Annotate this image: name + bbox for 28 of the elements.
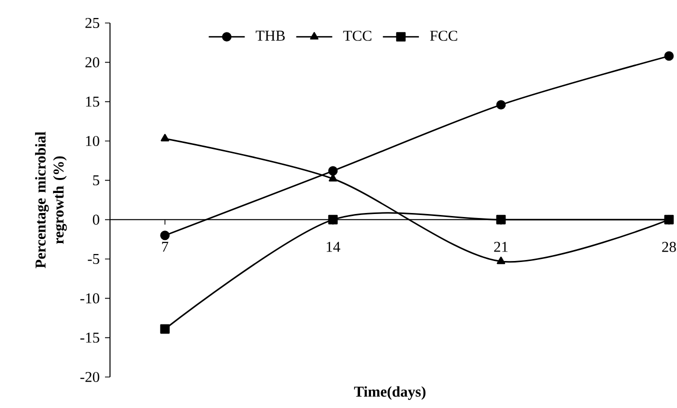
- point: [160, 230, 170, 240]
- x-tick-label: 14: [326, 242, 340, 252]
- point: [160, 134, 170, 142]
- point: [664, 51, 674, 61]
- legend-label: THB: [256, 30, 285, 41]
- y-tick-label: 15: [86, 96, 100, 107]
- point: [160, 324, 170, 334]
- x-tick-label: 21: [494, 242, 508, 252]
- y-tick-label: 0: [92, 214, 100, 225]
- y-tick-label: -15: [80, 332, 100, 343]
- y-axis-title: Percentage microbial regrowth (%): [35, 132, 67, 268]
- point: [496, 256, 506, 264]
- x-axis-title: Time(days): [354, 386, 426, 400]
- x-tick-label: 28: [662, 242, 676, 252]
- legend-label: FCC: [430, 30, 458, 41]
- y-tick-label: 20: [85, 57, 100, 68]
- y-tick-label: -10: [80, 293, 100, 304]
- y-tick-label: -20: [80, 372, 100, 382]
- y-tick-label: 10: [86, 136, 100, 146]
- y-tick-label: 25: [85, 18, 100, 28]
- point: [496, 100, 506, 110]
- x-tick-label: 7: [162, 242, 168, 252]
- point: [328, 166, 338, 176]
- point: [328, 214, 338, 224]
- y-tick-label: 5: [93, 175, 100, 186]
- legend-label: TCC: [343, 30, 372, 41]
- point: [496, 214, 506, 224]
- y-tick-label: -5: [88, 254, 100, 264]
